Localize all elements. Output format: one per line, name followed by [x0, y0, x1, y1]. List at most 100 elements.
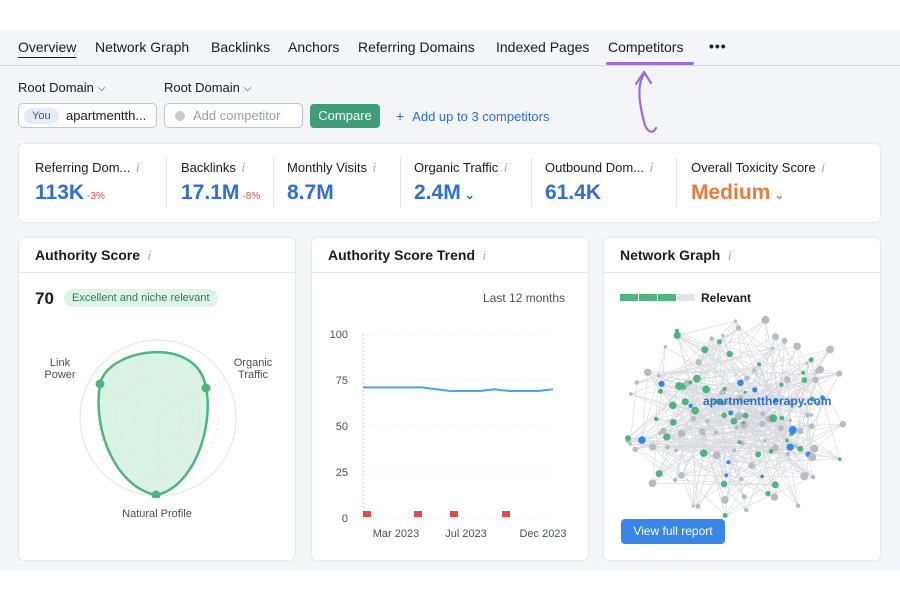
network-node [632, 446, 638, 452]
metric-backlinks[interactable]: Backlinks i 17.1M -8% [181, 160, 260, 204]
tab-indexed-pages[interactable]: Indexed Pages [496, 39, 590, 55]
network-edge [719, 341, 727, 476]
network-node [725, 400, 731, 405]
network-edge [749, 363, 808, 401]
network-node [788, 426, 797, 434]
info-icon[interactable]: i [504, 161, 507, 175]
trend-ytick-label: 75 [336, 375, 348, 387]
network-edge [775, 484, 799, 506]
trend-event-flag-icon[interactable] [450, 511, 458, 518]
authority-score-title: Authority Score i [35, 247, 151, 263]
tab-referring-domains[interactable]: Referring Domains [358, 39, 475, 55]
network-node [726, 350, 733, 358]
network-node [760, 474, 764, 479]
network-node [722, 513, 728, 518]
network-edge [652, 483, 776, 486]
network-node [628, 442, 632, 446]
tab-backlinks[interactable]: Backlinks [211, 39, 271, 55]
add-competitors-link[interactable]: + Add up to 3 competitors [396, 108, 550, 124]
network-node [744, 375, 750, 381]
info-icon[interactable]: i [821, 161, 825, 175]
network-node [695, 503, 701, 509]
info-icon[interactable]: i [148, 249, 151, 263]
metric-toxicity-score[interactable]: Overall Toxicity Score i Medium ⌄ [691, 160, 825, 204]
network-edge [673, 327, 739, 423]
info-icon[interactable]: i [650, 161, 653, 175]
info-icon[interactable]: i [483, 249, 486, 263]
network-edge [735, 320, 777, 401]
chevron-down-icon[interactable]: ⌄ [774, 188, 785, 202]
network-node [678, 472, 685, 479]
view-full-report-button[interactable]: View full report [621, 519, 725, 544]
network-edge [749, 400, 775, 498]
chevron-down-icon[interactable]: ⌄ [464, 188, 475, 202]
network-node [701, 346, 709, 354]
metric-referring-domains[interactable]: Referring Dom... i 113K -3% [35, 160, 140, 204]
trend-event-flag-icon[interactable] [502, 511, 510, 518]
network-node [772, 333, 779, 341]
network-node [794, 444, 798, 448]
network-node [629, 392, 633, 396]
network-node [644, 368, 652, 376]
network-node [720, 480, 728, 488]
tab-anchors[interactable]: Anchors [288, 39, 340, 55]
tab-overview[interactable]: Overview [18, 39, 77, 55]
network-node [736, 395, 744, 403]
network-node [836, 370, 843, 377]
root-domain-dropdown-1[interactable]: Root Domain ⌵ [18, 80, 105, 95]
network-edge [675, 429, 793, 451]
period-selector[interactable]: Last 12 months [483, 291, 566, 305]
competitor-placeholder: Add competitor [193, 108, 281, 123]
network-edge [627, 437, 742, 480]
trend-event-flag-icon[interactable] [363, 511, 371, 518]
network-node [721, 333, 725, 338]
network-edge [716, 455, 745, 497]
network-edge [698, 362, 717, 456]
competitor-input[interactable]: Add competitor [164, 103, 303, 128]
competitor-color-dot [175, 111, 185, 121]
network-edge [681, 431, 703, 476]
network-edge [661, 383, 739, 402]
network-edge [661, 383, 746, 416]
metric-organic-traffic[interactable]: Organic Traffic i 2.4M ⌄ [414, 160, 507, 204]
compare-button[interactable]: Compare [310, 104, 380, 128]
network-edge [804, 349, 831, 381]
info-icon[interactable]: i [728, 249, 732, 263]
network-node [648, 479, 657, 488]
trend-xtick-label: Dec 2023 [519, 528, 566, 540]
network-node [734, 425, 739, 430]
network-node [712, 451, 721, 460]
network-edge [658, 378, 698, 474]
radar-label-organic-traffic: Organic Traffic [233, 357, 273, 381]
info-icon[interactable]: i [136, 161, 140, 175]
network-edge [784, 340, 813, 458]
network-node [654, 416, 659, 422]
trend-xtick-label: Mar 2023 [373, 528, 419, 540]
network-node [770, 346, 775, 351]
info-icon[interactable]: i [241, 161, 245, 175]
network-node [771, 444, 779, 452]
network-node [713, 430, 719, 435]
trend-event-flag-icon[interactable] [414, 511, 422, 518]
network-edge [630, 443, 682, 476]
trend-ytick-label: 0 [342, 513, 348, 525]
root-domain-dropdown-2[interactable]: Root Domain ⌵ [164, 80, 251, 95]
network-edge [740, 382, 763, 477]
network-center-domain[interactable]: apartmenttherapy.com [703, 394, 832, 408]
domain-input[interactable]: You apartmentth... [18, 103, 157, 128]
metric-outbound-domains[interactable]: Outbound Dom... i 61.4K [545, 160, 653, 204]
network-edge [739, 397, 823, 400]
network-node [665, 445, 670, 450]
info-icon[interactable]: i [372, 161, 376, 175]
network-edge [690, 349, 706, 383]
authority-trend-chart: 100 75 50 25 0 Mar 2023 Jul 2023 Dec 2023 [330, 329, 567, 540]
more-tabs-button[interactable]: ••• [709, 38, 727, 54]
tab-network-graph[interactable]: Network Graph [95, 39, 190, 55]
network-node [720, 496, 729, 504]
metric-monthly-visits[interactable]: Monthly Visits i 8.7M [287, 160, 376, 204]
tab-competitors[interactable]: Competitors [608, 39, 684, 55]
network-edge [655, 335, 724, 420]
trend-series-line [363, 386, 554, 392]
network-edge [698, 327, 739, 363]
trend-xtick-label: Jul 2023 [445, 528, 487, 540]
